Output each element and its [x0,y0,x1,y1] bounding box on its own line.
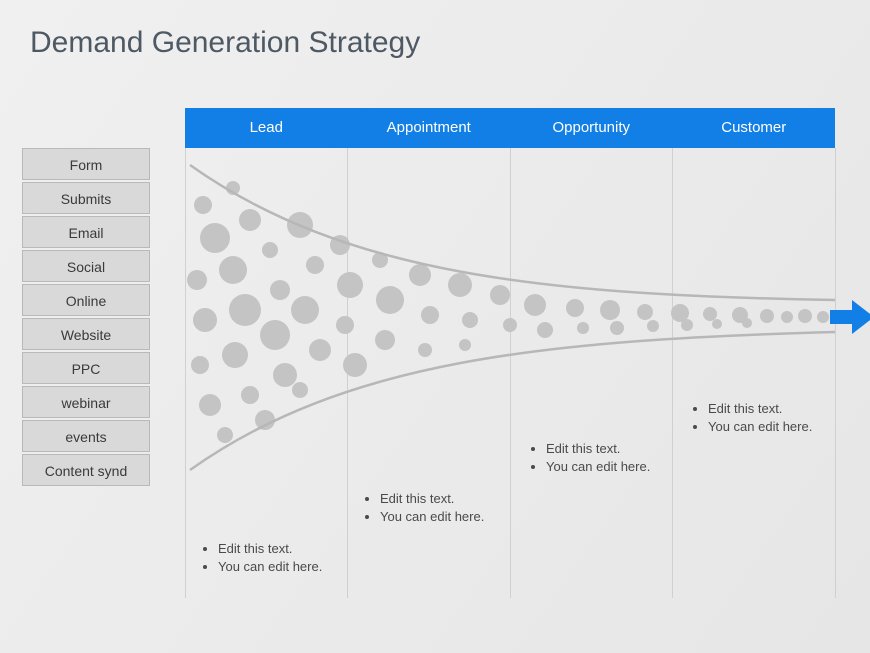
funnel-dot [742,318,752,328]
funnel-dot [262,242,278,258]
bullet-line: You can edit here. [218,558,350,576]
funnel-dot [600,300,620,320]
funnel-dot [637,304,653,320]
funnel-dot [291,296,319,324]
funnel-dot [376,286,404,314]
funnel-dot [817,311,829,323]
sidebar-item-form: Form [22,148,150,180]
stage-bullets: Edit this text.You can edit here. [690,400,840,435]
stage-lead: Lead [185,108,348,148]
grid-line [347,148,348,598]
funnel-dot [239,209,261,231]
funnel-dot [712,319,722,329]
funnel-dot [199,394,221,416]
sidebar-item-website: Website [22,318,150,350]
stage-bullets: Edit this text.You can edit here. [528,440,678,475]
funnel-dot [375,330,395,350]
funnel-dot [462,312,478,328]
funnel-dot [671,304,689,322]
sidebar-item-ppc: PPC [22,352,150,384]
funnel-dot [577,322,589,334]
sidebar-item-email: Email [22,216,150,248]
bullet-line: You can edit here. [546,458,678,476]
funnel-dot [260,320,290,350]
funnel-dot [732,307,748,323]
bullet-line: Edit this text. [546,440,678,458]
page-title: Demand Generation Strategy [30,26,420,60]
funnel-dot [306,256,324,274]
funnel-dot [418,343,432,357]
bullet-line: Edit this text. [218,540,350,558]
funnel-dot [191,356,209,374]
funnel-dot [226,181,240,195]
funnel-dot [193,308,217,332]
sidebar-item-submits: Submits [22,182,150,214]
funnel-dot [270,280,290,300]
grid-line [510,148,511,598]
funnel-dot [309,339,331,361]
stage-opportunity: Opportunity [510,108,673,148]
sidebar-item-social: Social [22,250,150,282]
funnel-dot [219,256,247,284]
funnel-dot [273,363,297,387]
funnel-dot [255,410,275,430]
funnel-dot [421,306,439,324]
grid-line [835,148,836,598]
funnel-dot [217,427,233,443]
funnel-dot [194,196,212,214]
funnel-dot [647,320,659,332]
funnel-dot [781,311,793,323]
bullet-line: Edit this text. [708,400,840,418]
funnel-dot [490,285,510,305]
funnel-dot [681,319,693,331]
funnel-dot [287,212,313,238]
funnel-dot [703,307,717,321]
funnel-dot [409,264,431,286]
funnel-dot [200,223,230,253]
funnel-dot [241,386,259,404]
funnel-dot [229,294,261,326]
sidebar-item-events: events [22,420,150,452]
funnel-dot [187,270,207,290]
funnel-dot [760,309,774,323]
stage-customer: Customer [673,108,836,148]
sidebar-item-online: Online [22,284,150,316]
stage-bullets: Edit this text.You can edit here. [362,490,512,525]
bullet-line: You can edit here. [708,418,840,436]
funnel-dot [610,321,624,335]
stage-appointment: Appointment [348,108,511,148]
funnel-dot [459,339,471,351]
grid-line [185,148,186,598]
bullet-line: You can edit here. [380,508,512,526]
funnel-dot [537,322,553,338]
bullet-line: Edit this text. [380,490,512,508]
funnel-dot [336,316,354,334]
funnel-dot [566,299,584,317]
stage-bullets: Edit this text.You can edit here. [200,540,350,575]
funnel-dot [222,342,248,368]
funnel-dot [372,252,388,268]
funnel-dot [524,294,546,316]
sidebar-item-content-synd: Content synd [22,454,150,486]
stage-header: Lead Appointment Opportunity Customer [185,108,835,148]
grid-line [672,148,673,598]
funnel-dot [798,309,812,323]
funnel-boundary [190,165,835,300]
arrow-icon [830,300,870,334]
sidebar: Form Submits Email Social Online Website… [22,148,150,488]
funnel-dot [337,272,363,298]
funnel-dot [292,382,308,398]
funnel-dot [448,273,472,297]
sidebar-item-webinar: webinar [22,386,150,418]
